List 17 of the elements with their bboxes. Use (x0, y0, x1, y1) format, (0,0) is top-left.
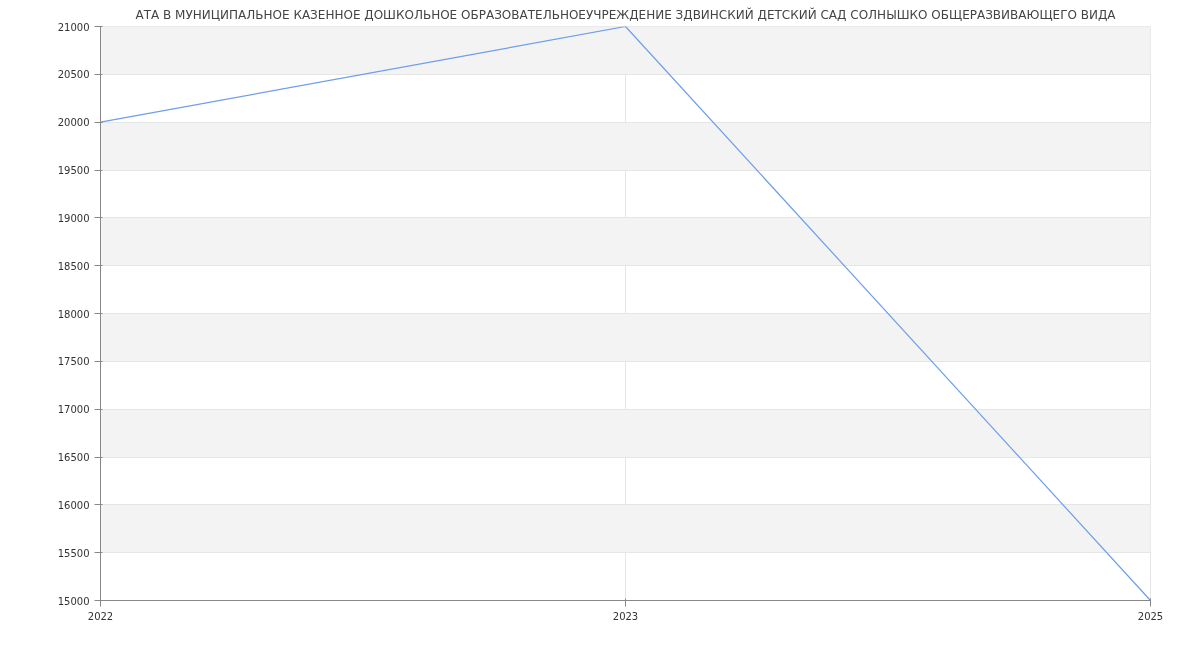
x-tick-label: 2025 (1137, 610, 1164, 622)
y-tick-label: 16500 (57, 452, 90, 463)
y-tick-label: 20500 (57, 69, 90, 81)
y-tick-label: 15500 (57, 547, 90, 559)
y-tick-label: 18000 (57, 308, 90, 320)
chart-title: АТА В МУНИЦИПАЛЬНОЕ КАЗЕННОЕ ДОШКОЛЬНОЕ ОБРАЗОВАТЕЛЬНОЕУЧРЕЖДЕНИЕ ЗДВИНСКИЙ ДЕТСКИЙ САД СОЛНЫШКО ОБЩЕРАЗВИВАЮЩЕГО ВИДА (135, 6, 1117, 22)
y-tick-label: 16000 (57, 499, 90, 511)
y-tick-label: 15000 (57, 595, 90, 607)
y-tick-label: 20000 (57, 117, 90, 129)
y-tick-label: 17500 (57, 356, 90, 368)
y-tick-label: 19000 (57, 212, 90, 224)
y-tick-label: 17000 (57, 404, 90, 416)
x-tick-label: 2023 (612, 610, 639, 622)
y-tick-label: 18500 (57, 260, 90, 272)
x-tick-label: 2022 (87, 610, 114, 622)
y-tick-label: 21000 (57, 21, 90, 33)
y-tick-label: 19500 (57, 165, 90, 176)
